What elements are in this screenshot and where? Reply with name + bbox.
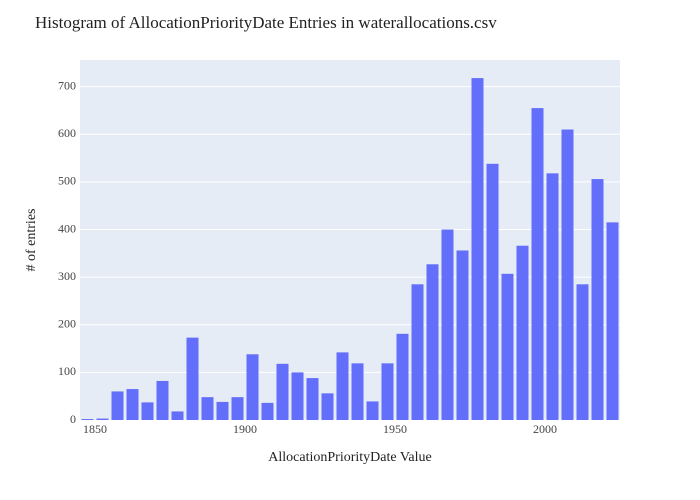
y-tick-label: 400 <box>58 221 76 235</box>
y-tick-label: 100 <box>58 364 76 378</box>
bar <box>201 397 214 420</box>
y-tick-label: 700 <box>58 78 76 92</box>
bar <box>156 380 169 420</box>
bar <box>81 419 94 420</box>
bar <box>96 418 109 420</box>
bar <box>231 397 244 420</box>
bar <box>126 389 139 420</box>
bar <box>606 222 619 420</box>
x-axis-title: AllocationPriorityDate Value <box>268 450 431 465</box>
bar <box>591 179 604 420</box>
bar <box>501 273 514 420</box>
bar <box>246 354 259 420</box>
y-tick-label: 200 <box>58 317 76 331</box>
bar <box>111 391 124 420</box>
x-tick-label: 1950 <box>383 422 407 436</box>
bar <box>186 337 199 420</box>
y-axis-title: # of entries <box>24 209 39 272</box>
bar <box>171 411 184 420</box>
bar <box>291 372 304 420</box>
bar <box>276 363 289 420</box>
bar <box>531 108 544 420</box>
x-tick-label: 1850 <box>83 422 107 436</box>
y-tick-label: 500 <box>58 174 76 188</box>
bar <box>561 129 574 420</box>
bar <box>366 401 379 420</box>
bar <box>396 333 409 420</box>
x-tick-label: 2000 <box>533 422 557 436</box>
bar <box>426 264 439 420</box>
bar <box>306 378 319 420</box>
y-tick-label: 600 <box>58 126 76 140</box>
bar <box>321 393 334 420</box>
bar <box>456 250 469 420</box>
y-tick-label: 0 <box>70 412 76 426</box>
bar <box>486 163 499 421</box>
plot-area <box>80 60 620 420</box>
bar <box>336 352 349 420</box>
bar <box>381 363 394 420</box>
bar <box>471 78 484 420</box>
bar <box>141 402 154 420</box>
bar <box>261 402 274 420</box>
bar <box>441 229 454 420</box>
bar <box>546 173 559 420</box>
bar <box>516 245 529 420</box>
bar <box>576 284 589 420</box>
y-tick-label: 300 <box>58 269 76 283</box>
bar <box>411 284 424 420</box>
bar <box>216 401 229 420</box>
chart-title: Histogram of AllocationPriorityDate Entr… <box>35 13 497 32</box>
bar <box>351 363 364 420</box>
x-tick-label: 1900 <box>233 422 257 436</box>
